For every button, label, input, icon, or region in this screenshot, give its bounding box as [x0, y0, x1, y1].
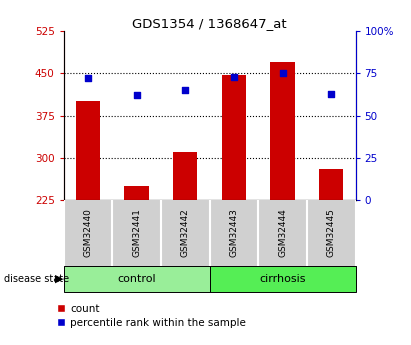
Title: GDS1354 / 1368647_at: GDS1354 / 1368647_at: [132, 17, 287, 30]
Point: [182, 87, 189, 93]
Text: GSM32440: GSM32440: [83, 208, 92, 257]
Legend: count, percentile rank within the sample: count, percentile rank within the sample: [57, 304, 246, 328]
Point: [279, 71, 286, 76]
Text: control: control: [118, 274, 156, 284]
Text: GSM32443: GSM32443: [229, 208, 238, 257]
Point: [328, 91, 335, 96]
Text: GSM32442: GSM32442: [181, 208, 190, 257]
Point: [85, 76, 91, 81]
Bar: [210, 266, 356, 292]
Bar: [270, 62, 295, 200]
Text: ▶: ▶: [55, 274, 64, 284]
Text: cirrhosis: cirrhosis: [259, 274, 306, 284]
Point: [231, 74, 237, 79]
Text: GSM32445: GSM32445: [327, 208, 336, 257]
Bar: [222, 75, 246, 200]
Bar: [76, 101, 100, 200]
Text: disease state: disease state: [4, 274, 69, 284]
Bar: [125, 186, 149, 200]
Bar: [173, 152, 197, 200]
Point: [134, 92, 140, 98]
Text: GSM32441: GSM32441: [132, 208, 141, 257]
Text: GSM32444: GSM32444: [278, 208, 287, 257]
Bar: [64, 266, 210, 292]
Bar: [319, 169, 343, 200]
